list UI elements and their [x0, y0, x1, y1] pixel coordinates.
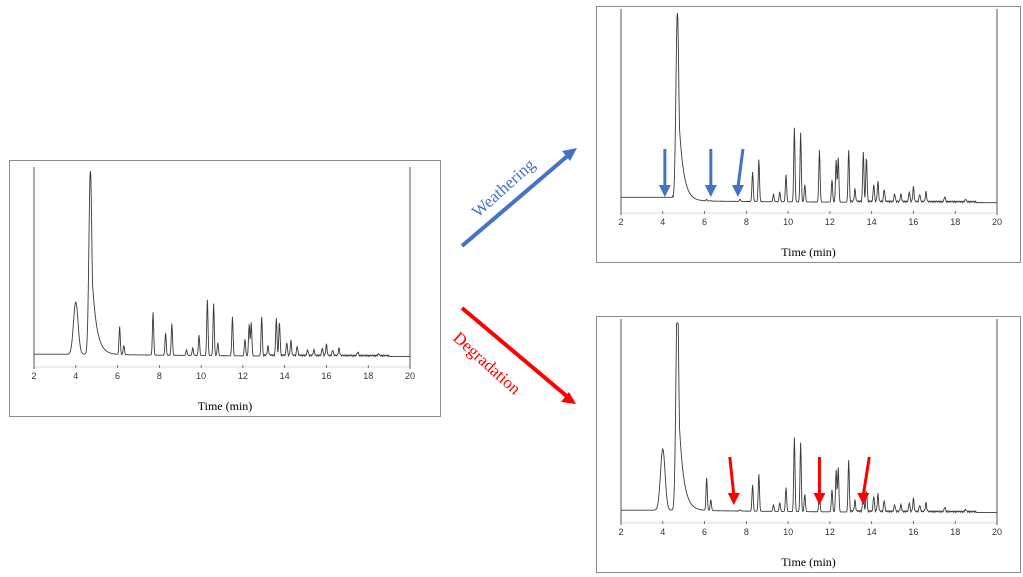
x-tick-label: 2 [618, 217, 623, 227]
x-tick-label: 6 [115, 371, 120, 381]
x-tick-label: 12 [238, 371, 248, 381]
x-tick-label: 18 [950, 527, 960, 537]
weathering-arrowhead [562, 148, 577, 161]
x-tick-label: 2 [618, 527, 623, 537]
x-tick-label: 8 [744, 527, 749, 537]
chromatogram-trace [621, 322, 997, 514]
x-tick-label: 8 [157, 371, 162, 381]
marker-arrowhead [727, 493, 740, 505]
degradation-arrowhead [561, 392, 576, 404]
x-tick-label: 10 [196, 371, 206, 381]
x-tick-label: 10 [783, 217, 793, 227]
x-tick-label: 20 [992, 527, 1002, 537]
chromatogram-weathered-plot: 2 4 6 8 10 12 14 16 18 20 [618, 9, 1002, 227]
chromatogram-weathered: 2 4 6 8 10 12 14 16 18 20 Time (min) [596, 6, 1021, 263]
x-tick-label: 18 [950, 217, 960, 227]
x-tick-label: 6 [702, 217, 707, 227]
chromatogram-degraded-plot: 2 4 6 8 10 12 14 16 18 20 [618, 319, 1002, 537]
chromatogram-trace [34, 170, 410, 358]
x-tick-label: 18 [363, 371, 373, 381]
weathering-arrow [460, 151, 573, 248]
chromatogram-original: 2 4 6 8 10 12 14 16 18 20 Time (min) [9, 160, 441, 417]
marker-arrowhead [658, 185, 671, 197]
marker-arrow [861, 456, 871, 496]
x-tick-label: 4 [660, 527, 665, 537]
degradation-arrow [460, 306, 571, 400]
x-tick-label: 4 [73, 371, 78, 381]
x-tick-label: 14 [867, 217, 877, 227]
x-tick-label: 14 [280, 371, 290, 381]
x-axis-label: Time (min) [781, 245, 836, 259]
x-tick-label: 8 [744, 217, 749, 227]
marker-arrowhead [857, 493, 870, 505]
x-tick-label: 16 [908, 527, 918, 537]
chromatogram-trace [621, 12, 997, 204]
x-tick-label: 12 [825, 527, 835, 537]
marker-arrowhead [731, 185, 744, 197]
x-tick-label: 4 [660, 217, 665, 227]
x-tick-label: 6 [702, 527, 707, 537]
x-tick-label: 20 [405, 371, 415, 381]
x-tick-label: 20 [992, 217, 1002, 227]
chromatogram-degraded: 2 4 6 8 10 12 14 16 18 20 Time (min) [596, 316, 1021, 573]
marker-arrowhead [813, 493, 826, 505]
x-tick-label: 16 [908, 217, 918, 227]
x-tick-label: 14 [867, 527, 877, 537]
x-tick-label: 2 [31, 371, 36, 381]
chromatogram-original-plot: 2 4 6 8 10 12 14 16 18 20 [31, 167, 415, 381]
x-axis-label: Time (min) [197, 399, 253, 413]
marker-arrow [736, 148, 745, 188]
marker-arrowhead [704, 185, 717, 197]
x-tick-label: 16 [321, 371, 331, 381]
marker-arrow [728, 456, 736, 496]
x-tick-label: 10 [783, 527, 793, 537]
x-tick-label: 12 [825, 217, 835, 227]
x-axis-label: Time (min) [781, 555, 836, 569]
